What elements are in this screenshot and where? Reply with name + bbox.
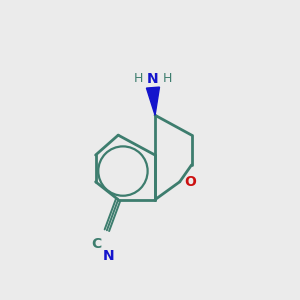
Polygon shape [146,87,160,115]
Text: N: N [147,72,159,86]
Text: C: C [92,237,102,250]
Text: H: H [134,72,143,85]
Text: N: N [103,248,114,262]
Text: O: O [184,175,196,189]
Text: H: H [163,72,172,85]
